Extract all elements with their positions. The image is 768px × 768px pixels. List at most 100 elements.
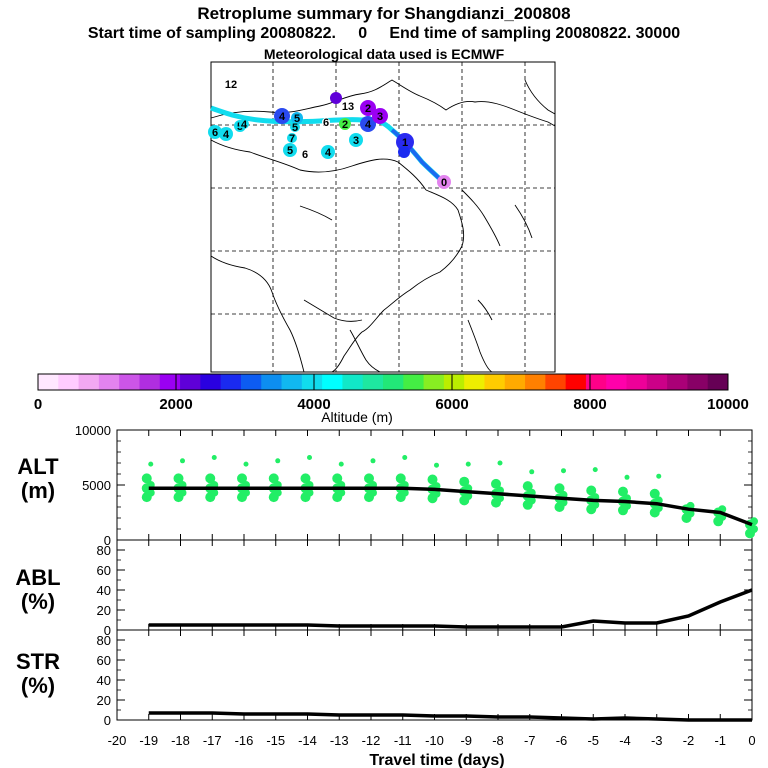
x-tick-label: -4 (619, 733, 631, 748)
alt-scatter-point (173, 473, 184, 484)
alt-scatter-point (649, 488, 660, 499)
map-cluster-marker (360, 116, 376, 132)
colorbar-cell (606, 374, 628, 390)
alt-scatter-point (205, 473, 216, 484)
map-cluster-marker (322, 118, 330, 126)
map-cluster-label: 5 (292, 122, 298, 134)
colorbar-cell (78, 374, 100, 390)
map-cluster-label: 2 (342, 119, 348, 131)
y-tick-label: 80 (97, 543, 111, 558)
str-panel: 0 20 40 60 80 (97, 629, 753, 728)
colorbar-cell (667, 374, 688, 390)
alt-scatter-point (624, 474, 630, 480)
x-tick-label: -17 (203, 733, 222, 748)
alt-scatter-point (268, 473, 279, 484)
x-tick-label: -9 (460, 733, 472, 748)
alt-scatter-point (243, 461, 249, 467)
colorbar-cell (240, 374, 262, 390)
colorbar-cell (383, 374, 404, 390)
x-tick-label: -3 (651, 733, 663, 748)
y-tick-label: 80 (97, 633, 111, 648)
abl-ylabel: ABL (%) (15, 565, 61, 614)
y-tick-label: 0 (104, 533, 111, 548)
sampling-times: Start time of sampling 20080822. 0 End t… (87, 25, 681, 42)
colorbar-cell (362, 374, 384, 390)
map-cluster-marker (283, 143, 297, 157)
y-tick-label: 20 (97, 603, 111, 618)
colorbar-tick-label: 8000 (573, 396, 606, 413)
x-tick-label: -11 (394, 733, 412, 748)
map-cluster-marker (339, 118, 351, 130)
colorbar-cell (626, 374, 648, 390)
meteo-data-note: Meteorological data used is ECMWF (263, 46, 505, 62)
y-tick-label: 40 (97, 583, 111, 598)
colorbar-cell (565, 374, 587, 390)
map-cluster-label: 5 (287, 145, 293, 157)
colorbar-tick-label: 10000 (707, 396, 749, 413)
map-cluster-label: 13 (342, 101, 354, 113)
map-cluster-label: 12 (225, 79, 237, 91)
x-tick-label: -8 (492, 733, 504, 748)
alt-scatter-point (592, 467, 598, 473)
map-cluster-marker (219, 127, 233, 141)
colorbar-cell (38, 374, 59, 390)
map-cluster-label: 4 (365, 119, 372, 131)
alt-scatter-point (148, 461, 154, 467)
x-tick-label: -12 (362, 733, 381, 748)
map-coastlines (210, 79, 556, 373)
y-tick-label: 0 (104, 713, 111, 728)
colorbar-cell (281, 374, 303, 390)
y-tick-label: 40 (97, 673, 111, 688)
x-tick-label: 0 (748, 733, 755, 748)
alt-scatter-point (434, 462, 439, 468)
retroplume-map: 12134545645675643243210 (208, 61, 556, 373)
str-ylabel: STR (%) (16, 649, 60, 698)
colorbar-tick-label: 6000 (435, 396, 468, 413)
alt-scatter-point (402, 455, 408, 460)
alt-scatter-point (141, 473, 152, 484)
colorbar-axis-label: Altitude (m) (321, 409, 393, 425)
chart-title: Retroplume summary for Shangdianzi_20080… (197, 4, 571, 23)
y-tick-label: 20 (97, 693, 111, 708)
map-cluster-marker (330, 92, 342, 104)
alt-scatter-point (522, 481, 533, 492)
colorbar-cell (525, 374, 546, 390)
colorbar-cell (687, 374, 709, 390)
x-tick-label: -2 (683, 733, 695, 748)
alt-scatter-point (300, 473, 311, 484)
alt-scatter-point (364, 473, 374, 484)
x-tick-label: -6 (556, 733, 568, 748)
y-tick-label: 60 (97, 653, 111, 668)
map-cluster-marker (396, 133, 414, 151)
alt-scatter-point (332, 473, 343, 484)
alt-scatter-point (491, 478, 501, 489)
colorbar-cell (220, 374, 242, 390)
alt-scatter-point (237, 473, 247, 484)
map-cluster-label: 6 (212, 127, 218, 139)
map-cluster-marker (291, 112, 303, 124)
colorbar-cell (301, 374, 323, 390)
colorbar-cell (646, 374, 668, 390)
colorbar-tick-label: 4000 (297, 396, 330, 413)
alt-panel: 0 5000 10000 (75, 423, 758, 548)
alt-scatter-point (180, 458, 185, 464)
map-cluster-label: 6 (323, 117, 329, 129)
series-line (148, 588, 753, 629)
colorbar-tick-label: 2000 (159, 396, 192, 413)
panel-frame (116, 539, 753, 631)
x-tick-label: -5 (587, 733, 599, 748)
map-cluster-label: 6 (302, 149, 308, 161)
colorbar-cell (545, 374, 567, 390)
alt-scatter-point (370, 458, 376, 464)
map-cluster-label: 3 (353, 135, 359, 147)
colorbar-cell (119, 374, 140, 390)
altitude-colorbar: 0 2000 4000 6000 8000 10000 Altitude (m) (34, 373, 749, 425)
alt-scatter-point (561, 468, 566, 474)
alt-scatter-point (395, 473, 406, 484)
colorbar-cell (443, 374, 465, 390)
x-tick-label: -16 (235, 733, 254, 748)
colorbar-cell (423, 374, 445, 390)
map-cluster-label: 4 (325, 147, 332, 159)
x-tick-label: -1 (714, 733, 726, 748)
